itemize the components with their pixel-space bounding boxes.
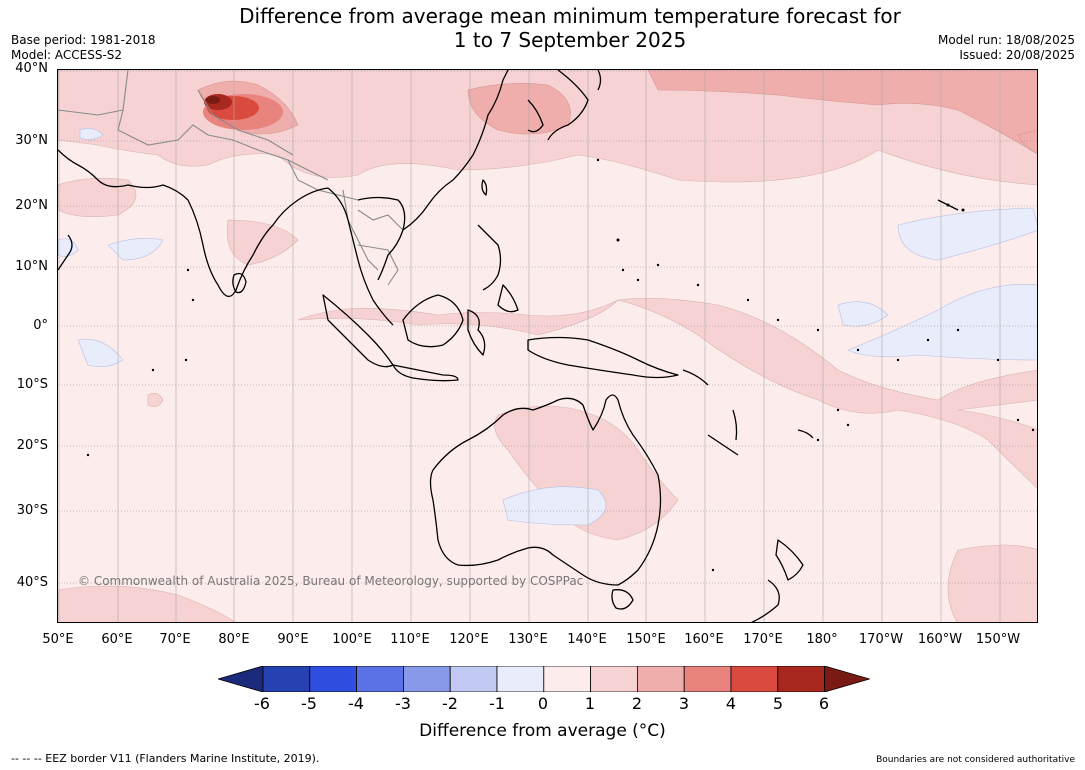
anomaly-hotspot (203, 94, 283, 130)
coastlines (58, 70, 959, 622)
colorbar-tick: 2 (631, 694, 643, 713)
colorbar-segment (356, 666, 404, 692)
colorbar-tick: -6 (254, 694, 270, 713)
colorbar-segment (309, 666, 358, 692)
colorbar-segment (449, 666, 498, 692)
lon-label-70e: 70°E (159, 632, 191, 647)
lon-label-60e: 60°E (101, 632, 133, 647)
colorbar-segment (683, 666, 732, 692)
lat-label-40n: 40°N (15, 61, 48, 76)
lon-label-90e: 90°E (277, 632, 309, 647)
colorbar-tick: 4 (725, 694, 737, 713)
colorbar-tick: -5 (301, 694, 317, 713)
base-period: Base period: 1981-2018 (11, 33, 156, 47)
lat-label-30n: 30°N (15, 133, 48, 148)
colorbar-extend-high (824, 666, 870, 692)
colorbar-segment (496, 666, 545, 692)
lat-label-0: 0° (33, 318, 48, 333)
map-canvas (58, 70, 1037, 622)
colorbar-segment (777, 666, 825, 692)
meta-right: Model run: 18/08/2025 Issued: 20/08/2025 (938, 33, 1075, 63)
lon-label-80e: 80°E (218, 632, 250, 647)
colorbar-segment (636, 666, 685, 692)
lon-label-150e: 150°E (626, 632, 666, 647)
colorbar-tick: -3 (395, 694, 411, 713)
colorbar-tick: -2 (442, 694, 458, 713)
colorbar-segment (590, 666, 638, 692)
model-run: Model run: 18/08/2025 (937, 33, 1075, 47)
colorbar-tick: -4 (348, 694, 364, 713)
lat-label-40s: 40°S (16, 575, 48, 590)
lon-label-110e: 110°E (390, 632, 430, 647)
lon-label-100e: 100°E (332, 632, 372, 647)
lat-label-30s: 30°S (16, 503, 48, 518)
meta-left: Base period: 1981-2018 Model: ACCESS-S2 (11, 33, 156, 63)
title-line-2: 1 to 7 September 2025 (453, 28, 687, 52)
forecast-map: © Commonwealth of Australia 2025, Bureau… (57, 69, 1038, 623)
title-line-1: Difference from average mean minimum tem… (239, 4, 901, 28)
lat-label-20s: 20°S (16, 438, 48, 453)
copyright-notice: © Commonwealth of Australia 2025, Bureau… (78, 574, 584, 588)
colorbar-tick: 0 (537, 694, 549, 713)
colorbar-segment (262, 666, 311, 692)
colorbar-extend-low (218, 666, 264, 692)
colorbar-label: Difference from average (°C) (419, 721, 666, 741)
eez-note: -- -- -- EEZ border V11 (Flanders Marine… (11, 752, 320, 765)
lon-label-170w: 170°W (858, 632, 904, 647)
colorbar-tick: 3 (678, 694, 690, 713)
color-bar (218, 666, 870, 692)
lon-label-120e: 120°E (449, 632, 489, 647)
colorbar-segment (402, 666, 451, 692)
island-dots (86, 158, 1035, 572)
colorbar-tick: 6 (818, 694, 830, 713)
map-title: Difference from average mean minimum tem… (0, 4, 1085, 52)
lon-label-130e: 130°E (508, 632, 548, 647)
colorbar-segment (543, 666, 591, 692)
lat-label-20n: 20°N (15, 198, 48, 213)
colorbar-tick: 5 (772, 694, 784, 713)
lon-label-50e: 50°E (42, 632, 74, 647)
colorbar-segment (730, 666, 779, 692)
boundaries-note: Boundaries are not considered authoritat… (876, 755, 1075, 765)
colorbar-tick: 1 (584, 694, 596, 713)
lon-label-160e: 160°E (684, 632, 724, 647)
lat-label-10n: 10°N (15, 259, 48, 274)
lon-label-160w: 160°W (917, 632, 963, 647)
issued-date: Issued: 20/08/2025 (959, 48, 1075, 62)
model-name: Model: ACCESS-S2 (11, 48, 123, 62)
colorbar-tick: -1 (489, 694, 505, 713)
lon-label-180: 180° (806, 632, 838, 647)
lon-label-170e: 170°E (743, 632, 783, 647)
country-borders (58, 70, 404, 286)
lon-label-150w: 150°W (975, 632, 1021, 647)
lat-label-10s: 10°S (16, 377, 48, 392)
lon-label-140e: 140°E (567, 632, 607, 647)
